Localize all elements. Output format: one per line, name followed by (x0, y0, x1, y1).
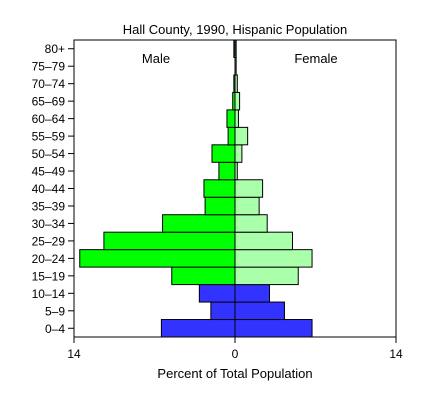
y-tick-label-16: 80+ (45, 42, 65, 56)
x-tick-label-1: 0 (232, 347, 239, 361)
bar-male-6 (162, 214, 236, 233)
bar-female-0 (234, 319, 313, 338)
bar-female-5 (234, 231, 293, 251)
bar-male-9 (218, 161, 236, 181)
y-tick-label-8: 40–44 (32, 182, 66, 196)
bar-female-12 (234, 109, 239, 128)
bar-male-12 (226, 109, 236, 128)
y-tick-label-11: 55–59 (32, 130, 66, 144)
y-tick-label-0: 0–4 (45, 322, 65, 336)
bar-female-1 (234, 301, 285, 321)
bar-male-8 (203, 179, 236, 198)
bar-female-3 (234, 266, 299, 286)
y-tick-label-2: 10–14 (32, 287, 66, 301)
bar-female-11 (234, 126, 249, 146)
y-tick-label-12: 60–64 (32, 112, 66, 126)
x-tick-label-2: 14 (389, 347, 403, 361)
y-tick-label-1: 5–9 (45, 304, 65, 318)
bar-male-0 (160, 319, 236, 338)
bar-female-6 (234, 214, 268, 233)
bar-male-4 (79, 249, 236, 268)
y-axis-ticks: 0–4 5–9 10–14 15–19 20–24 25–29 30–34 35–39 40–4… (32, 42, 74, 336)
female-panel-label: Female (294, 51, 337, 66)
y-tick-label-13: 65–69 (32, 95, 66, 109)
x-axis-label: Percent of Total Population (157, 366, 312, 381)
y-tick-label-14: 70–74 (32, 77, 66, 91)
x-tick-label-0: 14 (67, 347, 81, 361)
chart-title: Hall County, 1990, Hispanic Population (123, 22, 348, 37)
y-tick-label-3: 15–19 (32, 269, 66, 283)
bar-male-1 (210, 301, 236, 321)
bar-male-2 (198, 284, 236, 303)
y-tick-label-9: 45–49 (32, 165, 66, 179)
y-tick-label-4: 20–24 (32, 252, 66, 266)
bar-male-11 (227, 126, 236, 146)
y-tick-label-10: 50–54 (32, 147, 66, 161)
bar-male-5 (103, 231, 236, 251)
y-tick-label-5: 25–29 (32, 234, 66, 248)
bar-female-13 (234, 91, 241, 111)
bar-female-4 (234, 249, 313, 268)
bar-female-10 (234, 144, 243, 163)
bar-female-8 (234, 179, 264, 198)
bar-female-2 (234, 284, 270, 303)
bar-male-10 (211, 144, 236, 163)
bar-male-3 (171, 266, 236, 286)
y-tick-label-15: 75–79 (32, 60, 66, 74)
y-tick-label-7: 35–39 (32, 199, 66, 213)
x-axis-ticks: 14 0 14 (67, 337, 403, 361)
y-tick-label-6: 30–34 (32, 217, 66, 231)
bar-male-7 (204, 196, 236, 216)
bar-female-7 (234, 196, 260, 216)
bars-group (79, 39, 313, 338)
male-panel-label: Male (142, 51, 170, 66)
